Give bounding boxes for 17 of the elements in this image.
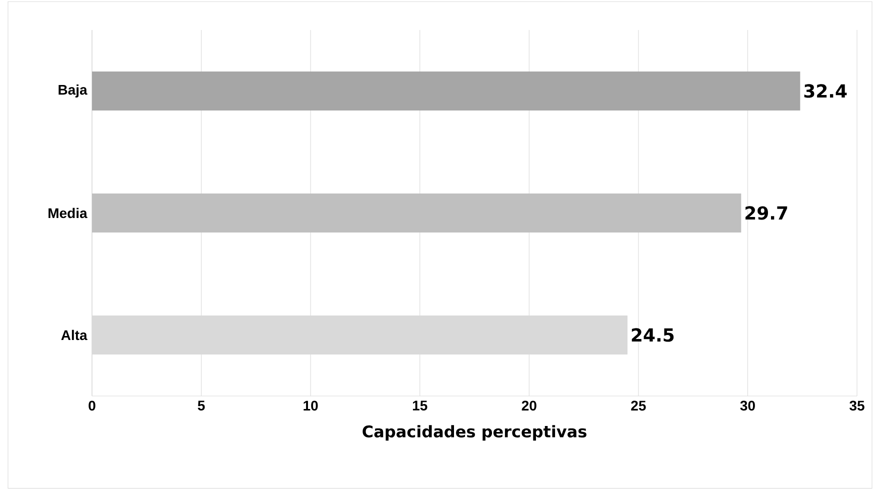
x-tick-label: 0 xyxy=(88,400,96,411)
bar xyxy=(92,193,742,232)
y-tick-label: Media xyxy=(48,208,88,218)
x-axis-title: Capacidades perceptivas xyxy=(362,425,586,441)
x-tick-label: 15 xyxy=(412,400,428,410)
x-tick-label: 20 xyxy=(522,400,536,411)
y-tick-label: Baja xyxy=(58,84,88,98)
data-label: 24.5 xyxy=(632,328,674,342)
data-label: 29.7 xyxy=(746,206,788,220)
x-tick-label: 10 xyxy=(304,400,318,411)
x-tick-label: 30 xyxy=(740,400,755,411)
y-tick-label: Alta xyxy=(61,330,88,340)
bar xyxy=(92,71,800,110)
x-tick-label: 25 xyxy=(631,400,646,411)
x-tick-label: 35 xyxy=(850,400,864,411)
data-label: 32.4 xyxy=(804,84,847,98)
x-tick-label: 5 xyxy=(198,400,205,410)
